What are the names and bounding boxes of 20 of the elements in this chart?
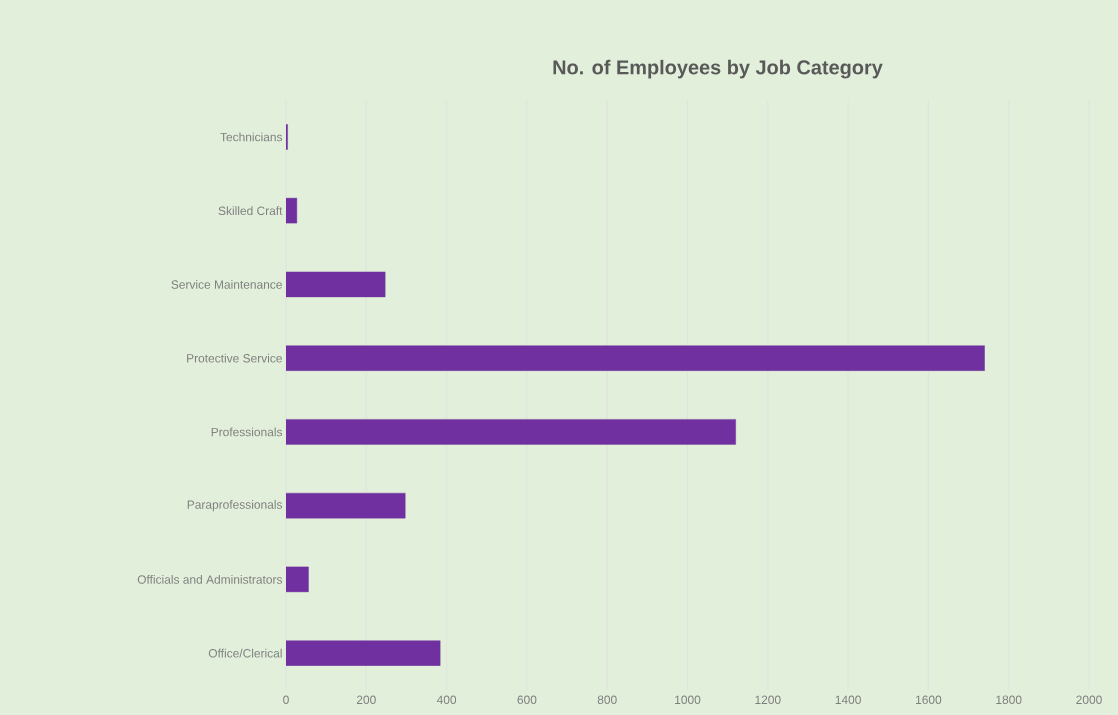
x-tick-label: 1200 [755,695,781,704]
x-tick-label: 600 [517,695,537,704]
x-tick-label: 0 [283,695,289,704]
y-tick-label: Skilled Craft [218,206,283,216]
y-tick-label: Paraprofessionals [187,500,283,512]
y-tick-label: Professionals [211,427,283,437]
y-tick-label: Service Maintenance [171,279,282,289]
x-tick-label: 800 [597,695,617,704]
y-tick-label: Office/Clerical [208,648,282,658]
y-tick-label: Technicians [220,132,283,142]
y-tick-label: Protective Service [187,353,282,363]
x-tick-label: 200 [356,695,376,704]
y-tick-label: Officials and Administrators [137,575,283,584]
x-tick-label: 1600 [916,695,942,704]
chart-title: No. of Employees by Job Category [553,59,883,79]
x-tick-label: 1800 [996,695,1022,704]
x-tick-label: 1000 [675,695,701,704]
x-tick-label: 400 [436,695,457,704]
x-tick-label: 2000 [1076,695,1102,704]
x-tick-label: 1400 [835,695,861,704]
